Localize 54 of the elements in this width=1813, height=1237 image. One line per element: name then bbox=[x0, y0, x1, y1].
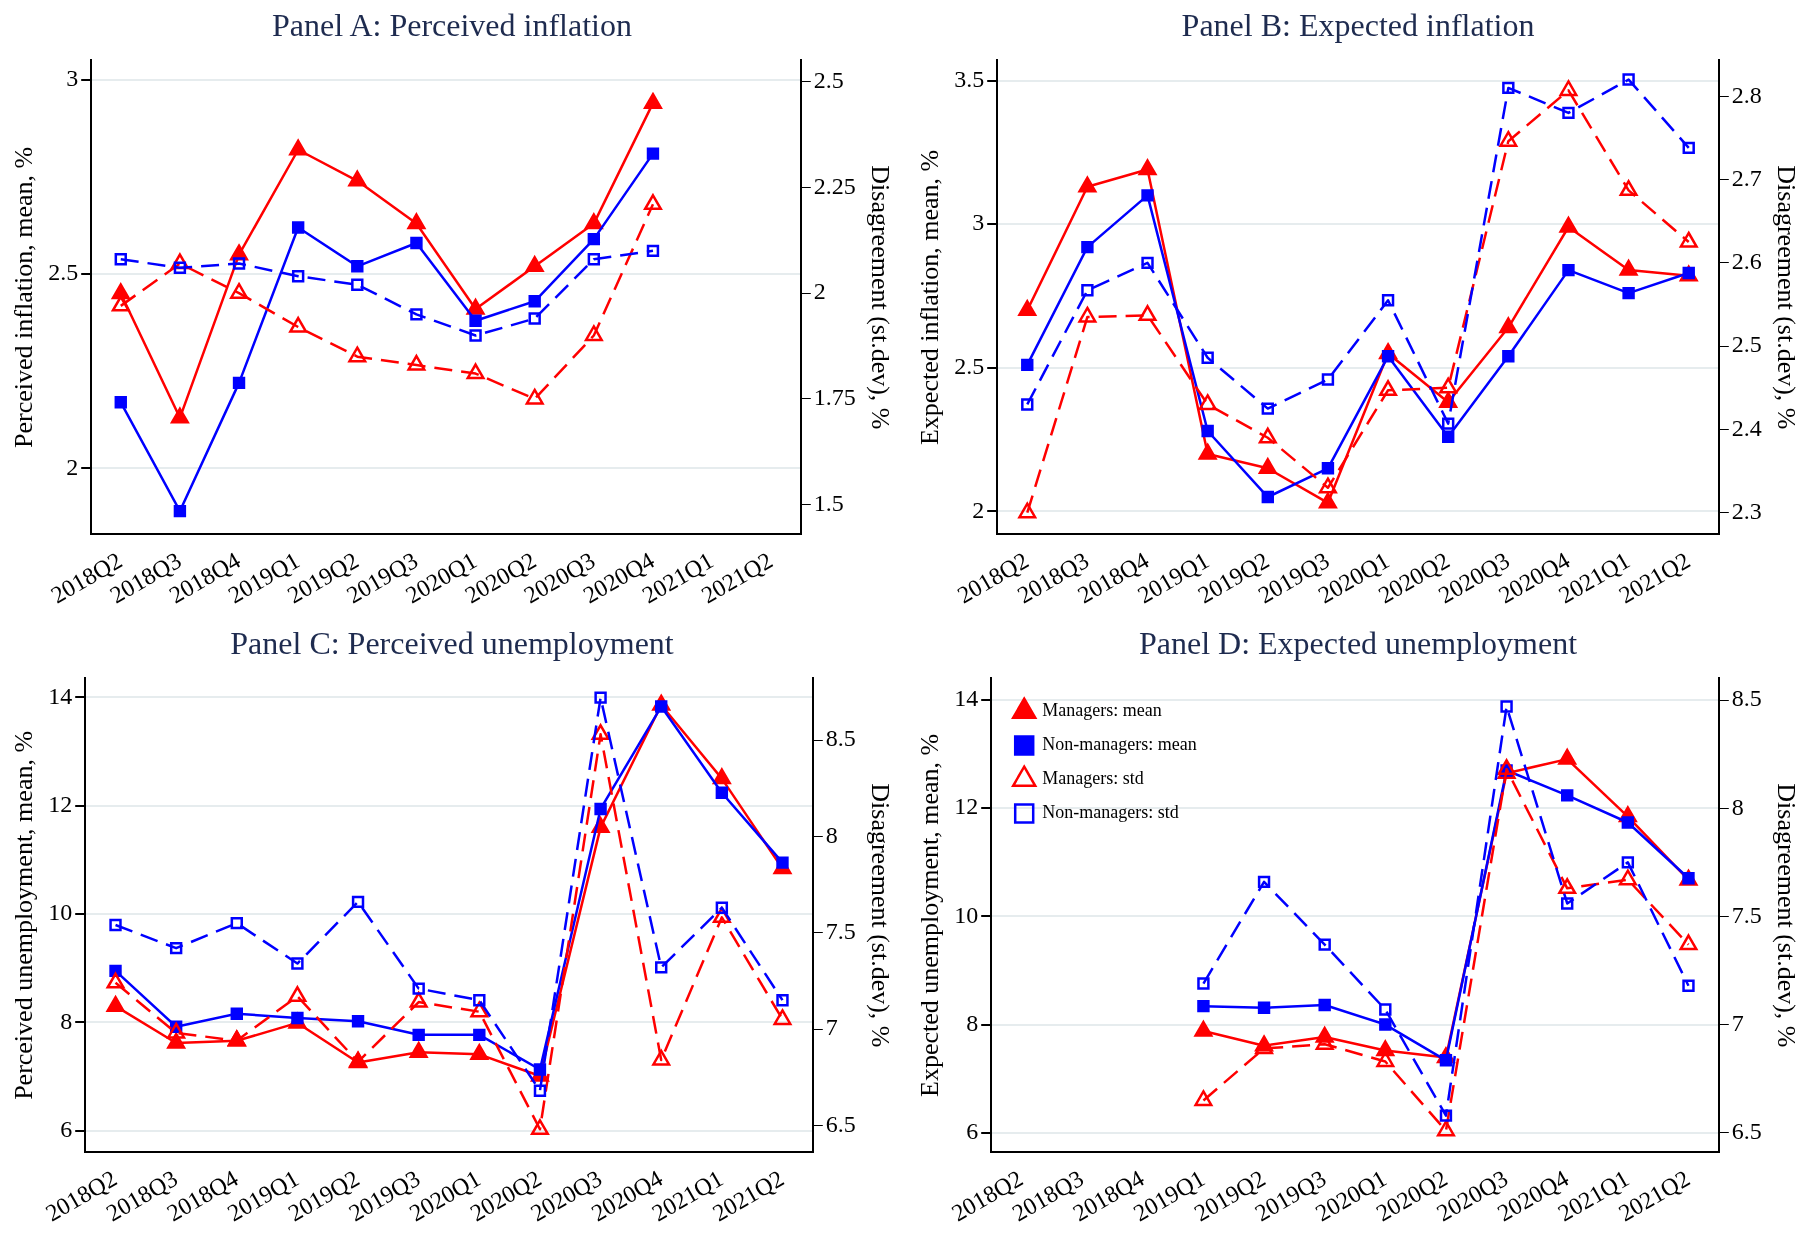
y-tick-label: 2.5 bbox=[48, 259, 79, 286]
legend-label: Non-managers: mean bbox=[1042, 734, 1197, 755]
y2-tick-label: 2.5 bbox=[813, 66, 844, 93]
legend-label: Non-managers: std bbox=[1042, 802, 1179, 823]
chart-title: Panel A: Perceived inflation bbox=[272, 6, 632, 43]
y-axis-title: Expected inflation, mean, % bbox=[915, 149, 945, 446]
chart-title: Panel D: Expected unemployment bbox=[1138, 624, 1578, 661]
legend-label: Managers: mean bbox=[1042, 700, 1162, 721]
y2-tick-label: 2.6 bbox=[1731, 248, 1762, 275]
y2-axis-title: Disagreement (st.dev), % bbox=[865, 165, 895, 430]
y2-tick-label: 7 bbox=[825, 1014, 838, 1041]
y-tick-label: 2 bbox=[972, 496, 985, 523]
y-tick-label: 6 bbox=[60, 1116, 73, 1143]
y2-tick-label: 2 bbox=[813, 278, 826, 305]
y-tick-label: 8 bbox=[60, 1007, 73, 1034]
y2-axis-title: Disagreement (st.dev), % bbox=[1771, 165, 1801, 430]
y-tick-label: 2.5 bbox=[954, 353, 985, 380]
y2-tick-label: 2.25 bbox=[813, 172, 856, 199]
y2-tick-label: 7.5 bbox=[825, 918, 856, 945]
y2-axis-title: Disagreement (st.dev), % bbox=[865, 783, 895, 1048]
y-tick-label: 14 bbox=[954, 684, 979, 711]
y2-tick-label: 7 bbox=[1731, 1009, 1744, 1036]
y2-tick-label: 1.75 bbox=[813, 384, 856, 411]
y2-tick-label: 2.8 bbox=[1731, 81, 1762, 108]
y-axis-title: Perceived unemployment, mean, % bbox=[9, 730, 39, 1100]
chart-title: Panel B: Expected inflation bbox=[1181, 6, 1535, 43]
y2-tick-label: 7.5 bbox=[1731, 901, 1762, 928]
y-tick-label: 3 bbox=[972, 209, 985, 236]
y2-tick-label: 2.5 bbox=[1731, 331, 1762, 358]
y2-tick-label: 2.7 bbox=[1731, 164, 1762, 191]
y2-tick-label: 1.5 bbox=[813, 490, 844, 517]
y2-tick-label: 8 bbox=[1731, 793, 1744, 820]
y-tick-label: 10 bbox=[48, 899, 73, 926]
y-tick-label: 12 bbox=[954, 793, 979, 820]
y-axis-title: Perceived inflation, mean, % bbox=[9, 146, 39, 448]
y2-tick-label: 2.3 bbox=[1731, 498, 1762, 525]
y-tick-label: 8 bbox=[966, 1009, 979, 1036]
y-axis-title: Expected unemployment, mean, % bbox=[915, 733, 945, 1097]
y-tick-label: 3 bbox=[66, 65, 79, 92]
y-tick-label: 6 bbox=[966, 1118, 979, 1145]
y-tick-label: 2 bbox=[66, 453, 79, 480]
y2-tick-label: 6.5 bbox=[825, 1110, 856, 1137]
y-tick-label: 14 bbox=[48, 682, 73, 709]
legend-label: Managers: std bbox=[1042, 768, 1144, 789]
y2-tick-label: 6.5 bbox=[1731, 1118, 1762, 1145]
y-tick-label: 12 bbox=[48, 791, 73, 817]
chart-title: Panel C: Perceived unemployment bbox=[230, 624, 674, 661]
y-tick-label: 10 bbox=[954, 901, 979, 928]
y2-tick-label: 8 bbox=[825, 821, 838, 848]
y2-tick-label: 2.4 bbox=[1731, 414, 1762, 441]
y-tick-label: 3.5 bbox=[954, 65, 985, 92]
y2-axis-title: Disagreement (st.dev), % bbox=[1771, 783, 1801, 1048]
y2-tick-label: 8.5 bbox=[825, 725, 856, 752]
y2-tick-label: 8.5 bbox=[1731, 685, 1762, 712]
